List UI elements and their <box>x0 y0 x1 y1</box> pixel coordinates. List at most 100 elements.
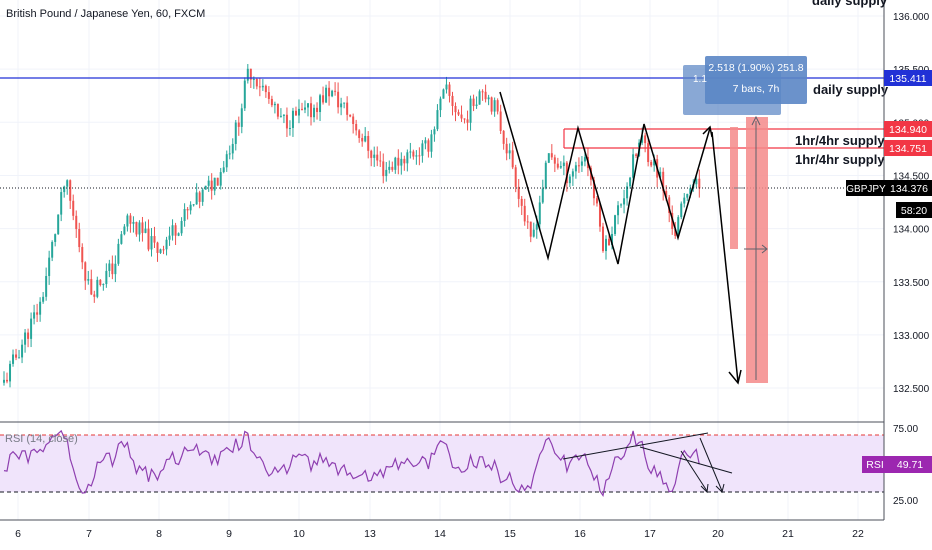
time-axis[interactable]: 6 7 8 9 10 13 14 15 16 17 20 21 22 <box>15 528 864 540</box>
badge-red2-bg <box>884 140 932 156</box>
badge-rsi-value-bg <box>888 456 932 473</box>
candle-body <box>337 91 340 108</box>
candle-body <box>39 301 42 315</box>
candle-body <box>397 157 400 166</box>
candle-body <box>186 209 189 211</box>
candle-body <box>207 180 210 186</box>
candle-body <box>171 225 174 236</box>
candle-body <box>276 103 279 117</box>
candle-body <box>529 221 532 237</box>
candle-body <box>562 162 565 167</box>
candle-body <box>617 205 620 216</box>
candle-body <box>361 137 364 142</box>
candle-body <box>150 236 153 250</box>
badge-red1-price: 134.940 <box>889 124 927 136</box>
candle-body <box>54 234 57 242</box>
candle-body <box>388 166 391 170</box>
candle-body <box>421 143 424 156</box>
candle-body <box>620 204 623 206</box>
rsi-arrow-line-2[interactable] <box>680 450 708 492</box>
candle-body <box>427 140 430 152</box>
candle-body <box>27 332 30 339</box>
candle-body <box>222 167 225 173</box>
rsi-band-fill <box>0 435 884 492</box>
candle-body <box>496 100 499 112</box>
candle-body <box>120 234 123 244</box>
rsi-trendline-1[interactable] <box>562 432 709 460</box>
candle-body <box>102 284 105 286</box>
candle-body <box>418 155 421 157</box>
candle-body <box>448 84 451 96</box>
candle-body <box>346 102 349 115</box>
candle-body <box>385 169 388 177</box>
measure-box[interactable] <box>705 56 807 104</box>
candle-body <box>138 222 141 235</box>
candle-body <box>505 143 508 154</box>
rsi-arrow-line-1[interactable] <box>699 437 723 492</box>
candle-body <box>406 152 409 164</box>
candle-body <box>511 150 514 168</box>
candle-body <box>237 122 240 127</box>
candle-body <box>331 90 334 97</box>
candle-body <box>267 92 270 99</box>
candle-body <box>228 153 231 155</box>
candle-body <box>412 151 415 157</box>
candle-body <box>282 114 285 116</box>
candles[interactable] <box>3 64 701 388</box>
candle-body <box>526 221 529 223</box>
target-bar-large[interactable] <box>746 117 768 383</box>
candle-body <box>674 228 677 236</box>
candle-body <box>508 150 511 154</box>
candle-body <box>595 198 598 204</box>
candle-body <box>273 103 276 106</box>
candle-body <box>454 106 457 113</box>
rsi-arrow-head-1 <box>715 483 725 493</box>
candle-body <box>307 103 310 108</box>
candle-body <box>325 87 328 103</box>
candle-body <box>75 215 78 230</box>
candle-body <box>641 135 644 143</box>
candle-body <box>517 186 520 199</box>
projection-down-line[interactable] <box>711 131 739 383</box>
candle-body <box>580 161 583 166</box>
measure-line2: 7 bars, 7h <box>733 83 780 95</box>
candle-body <box>81 247 84 263</box>
candle-body <box>544 162 547 189</box>
candle-body <box>328 87 331 97</box>
symbol-title[interactable]: British Pound / Japanese Yen, 60, FXCM <box>6 8 206 20</box>
candle-body <box>198 192 201 202</box>
candle-body <box>650 162 653 166</box>
price-tick-label: 133.000 <box>893 331 930 342</box>
supply-label-2: 1hr/4hr supply <box>795 152 885 167</box>
candle-body <box>129 215 132 224</box>
time-tick-label: 13 <box>364 528 376 540</box>
candle-body <box>42 296 45 302</box>
candle-body <box>574 165 577 172</box>
rsi-title[interactable]: RSI (14, close) <box>5 433 78 445</box>
candle-body <box>36 312 39 315</box>
candle-body <box>291 110 294 128</box>
badge-rsi-label: RSI <box>866 459 884 471</box>
rsi-trendline-2[interactable] <box>639 446 733 474</box>
candle-body <box>240 108 243 127</box>
candle-body <box>141 222 144 233</box>
candle-body <box>370 150 373 158</box>
price-tick-label: 136.000 <box>893 12 930 23</box>
candle-body <box>252 78 255 80</box>
candle-body <box>72 200 75 216</box>
candle-body <box>484 91 487 100</box>
candle-body <box>96 279 99 297</box>
price-tick-label: 134.500 <box>893 171 930 182</box>
candle-body <box>99 279 102 285</box>
time-tick-label: 8 <box>156 528 162 540</box>
candle-body <box>614 215 617 234</box>
candle-body <box>84 262 87 281</box>
candle-body <box>439 98 442 111</box>
target-mark-arrow <box>761 244 768 254</box>
candle-body <box>635 154 638 157</box>
candle-body <box>463 118 466 120</box>
pattern-zigzag[interactable] <box>499 91 711 265</box>
time-tick-label: 7 <box>86 528 92 540</box>
candle-body <box>623 198 626 205</box>
